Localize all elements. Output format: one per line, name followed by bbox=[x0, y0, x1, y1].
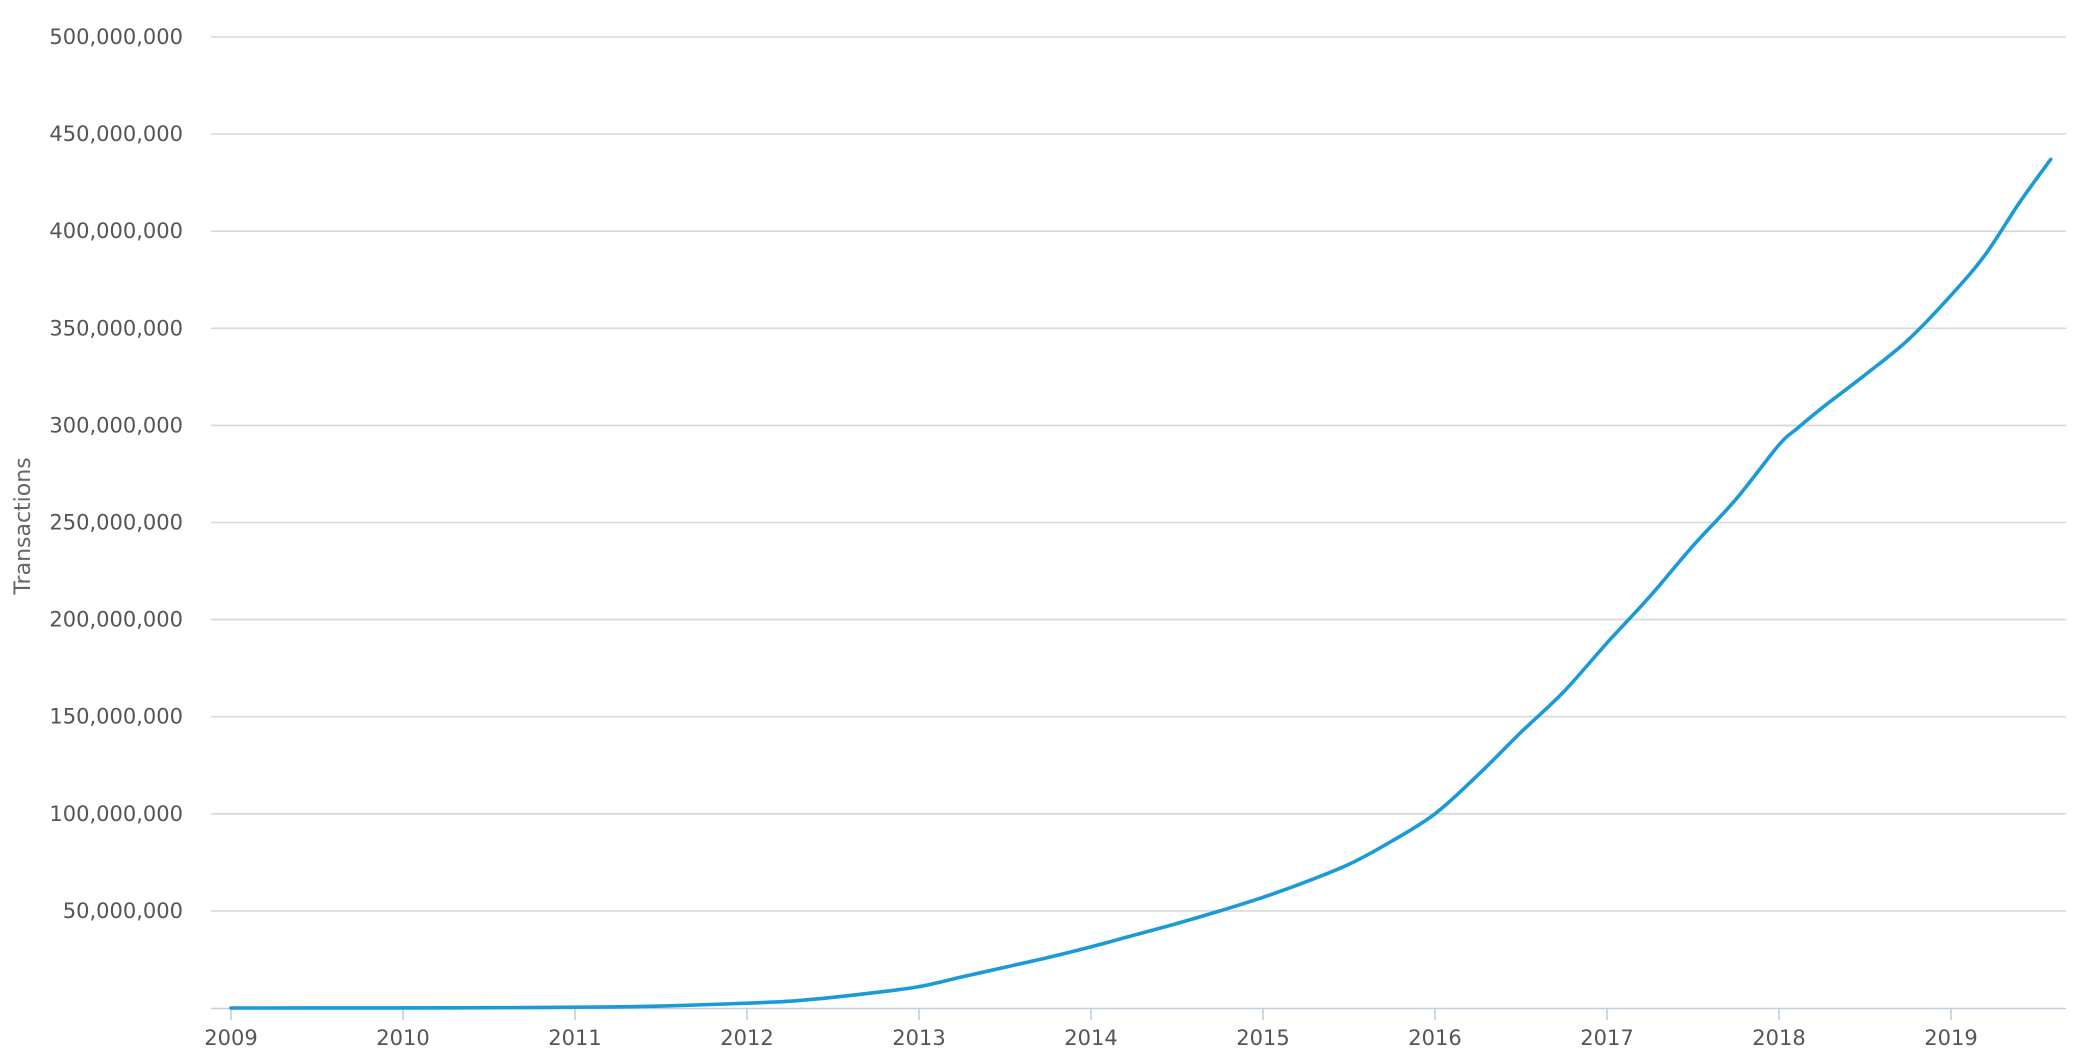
x-tick-label: 2017 bbox=[1580, 1026, 1633, 1050]
gridlines bbox=[211, 36, 2066, 912]
y-tick-label: 500,000,000 bbox=[49, 25, 183, 49]
x-tick-label: 2016 bbox=[1408, 1026, 1461, 1050]
y-tick-label: 50,000,000 bbox=[63, 899, 183, 923]
x-tick-label: 2013 bbox=[892, 1026, 945, 1050]
x-tick-label: 2010 bbox=[376, 1026, 429, 1050]
y-tick-label: 150,000,000 bbox=[49, 705, 183, 729]
x-tick-label: 2015 bbox=[1236, 1026, 1289, 1050]
y-axis-tick-labels: 50,000,000 100,000,000 150,000,000 200,000,… bbox=[49, 25, 183, 923]
x-tick-label: 2014 bbox=[1064, 1026, 1117, 1050]
x-tick-label: 2009 bbox=[204, 1026, 257, 1050]
x-tick-label: 2019 bbox=[1924, 1026, 1977, 1050]
y-tick-label: 350,000,000 bbox=[49, 316, 183, 340]
x-tick-label: 2018 bbox=[1752, 1026, 1805, 1050]
y-tick-label: 200,000,000 bbox=[49, 608, 183, 632]
y-tick-label: 250,000,000 bbox=[49, 511, 183, 535]
x-tick-label: 2012 bbox=[720, 1026, 773, 1050]
y-axis-title: Transactions bbox=[11, 457, 36, 595]
y-tick-label: 400,000,000 bbox=[49, 219, 183, 243]
x-axis: 2009 2010 2011 2012 2013 2014 2015 2016 2017 2018… bbox=[204, 1007, 2066, 1050]
y-tick-label: 100,000,000 bbox=[49, 802, 183, 826]
y-tick-label: 450,000,000 bbox=[49, 122, 183, 146]
series-line bbox=[229, 157, 2053, 1010]
y-tick-label: 300,000,000 bbox=[49, 413, 183, 437]
x-tick-label: 2011 bbox=[548, 1026, 601, 1050]
series-layer bbox=[229, 157, 2053, 1010]
